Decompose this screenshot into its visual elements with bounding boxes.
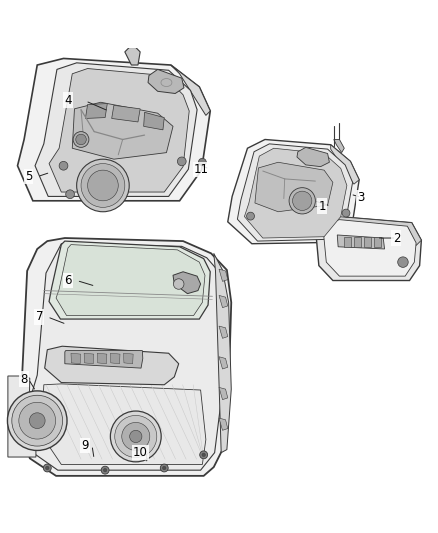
- Circle shape: [46, 466, 49, 470]
- Polygon shape: [97, 353, 107, 364]
- Polygon shape: [214, 253, 231, 453]
- Polygon shape: [84, 353, 94, 364]
- Polygon shape: [144, 112, 164, 130]
- Circle shape: [247, 212, 254, 220]
- Polygon shape: [219, 295, 228, 308]
- Polygon shape: [27, 244, 226, 470]
- Polygon shape: [21, 238, 231, 476]
- Circle shape: [43, 464, 51, 472]
- Text: 4: 4: [64, 94, 72, 107]
- Polygon shape: [124, 353, 133, 364]
- Circle shape: [202, 453, 205, 457]
- Circle shape: [81, 164, 125, 207]
- Polygon shape: [219, 269, 228, 281]
- Polygon shape: [228, 140, 359, 244]
- Polygon shape: [219, 387, 228, 400]
- Polygon shape: [45, 346, 179, 385]
- Circle shape: [88, 170, 118, 201]
- Polygon shape: [334, 140, 344, 152]
- Polygon shape: [331, 145, 359, 184]
- Polygon shape: [219, 357, 228, 369]
- Text: 10: 10: [133, 446, 148, 459]
- Polygon shape: [49, 69, 189, 192]
- Circle shape: [289, 188, 315, 214]
- Polygon shape: [219, 326, 228, 338]
- Text: 3: 3: [358, 191, 365, 204]
- Polygon shape: [56, 245, 205, 316]
- Polygon shape: [255, 162, 333, 212]
- Circle shape: [77, 159, 129, 212]
- Polygon shape: [297, 147, 329, 167]
- Text: 7: 7: [35, 310, 43, 324]
- Circle shape: [103, 469, 107, 472]
- Polygon shape: [244, 148, 347, 238]
- Polygon shape: [71, 353, 81, 364]
- Circle shape: [59, 161, 68, 170]
- Circle shape: [162, 466, 166, 470]
- Text: 8: 8: [21, 373, 28, 385]
- Circle shape: [160, 464, 168, 472]
- Polygon shape: [364, 237, 371, 247]
- Text: 9: 9: [81, 439, 89, 451]
- Text: 1: 1: [318, 199, 326, 213]
- Polygon shape: [337, 235, 385, 249]
- Polygon shape: [112, 106, 140, 122]
- Circle shape: [66, 190, 74, 199]
- Polygon shape: [49, 241, 210, 319]
- Polygon shape: [344, 237, 351, 247]
- Polygon shape: [125, 47, 140, 65]
- Polygon shape: [323, 220, 416, 276]
- Circle shape: [200, 451, 208, 459]
- Circle shape: [177, 157, 186, 166]
- Polygon shape: [237, 144, 353, 241]
- Polygon shape: [18, 59, 210, 201]
- Polygon shape: [315, 216, 421, 280]
- Circle shape: [293, 191, 312, 211]
- Polygon shape: [374, 237, 381, 247]
- Circle shape: [101, 466, 109, 474]
- Circle shape: [115, 415, 157, 457]
- Circle shape: [110, 411, 161, 462]
- Circle shape: [130, 430, 142, 442]
- Polygon shape: [8, 376, 36, 457]
- Text: 2: 2: [392, 231, 400, 245]
- Text: 6: 6: [64, 274, 72, 287]
- Polygon shape: [219, 418, 228, 430]
- Polygon shape: [42, 384, 206, 464]
- Circle shape: [12, 395, 63, 446]
- Circle shape: [7, 391, 67, 450]
- Text: 11: 11: [194, 163, 209, 176]
- Text: 5: 5: [25, 170, 32, 183]
- Circle shape: [76, 134, 86, 145]
- Polygon shape: [65, 351, 143, 368]
- Polygon shape: [354, 237, 361, 247]
- Polygon shape: [110, 353, 120, 364]
- Circle shape: [198, 158, 206, 166]
- Circle shape: [398, 257, 408, 268]
- Circle shape: [29, 413, 45, 429]
- Circle shape: [73, 132, 89, 147]
- Polygon shape: [333, 216, 421, 246]
- Polygon shape: [35, 63, 197, 197]
- Circle shape: [173, 279, 184, 289]
- Circle shape: [122, 423, 150, 450]
- Polygon shape: [72, 102, 173, 159]
- Circle shape: [19, 402, 56, 439]
- Polygon shape: [171, 65, 210, 115]
- Polygon shape: [148, 69, 184, 93]
- Polygon shape: [173, 272, 201, 294]
- Polygon shape: [85, 103, 107, 118]
- Circle shape: [342, 209, 350, 217]
